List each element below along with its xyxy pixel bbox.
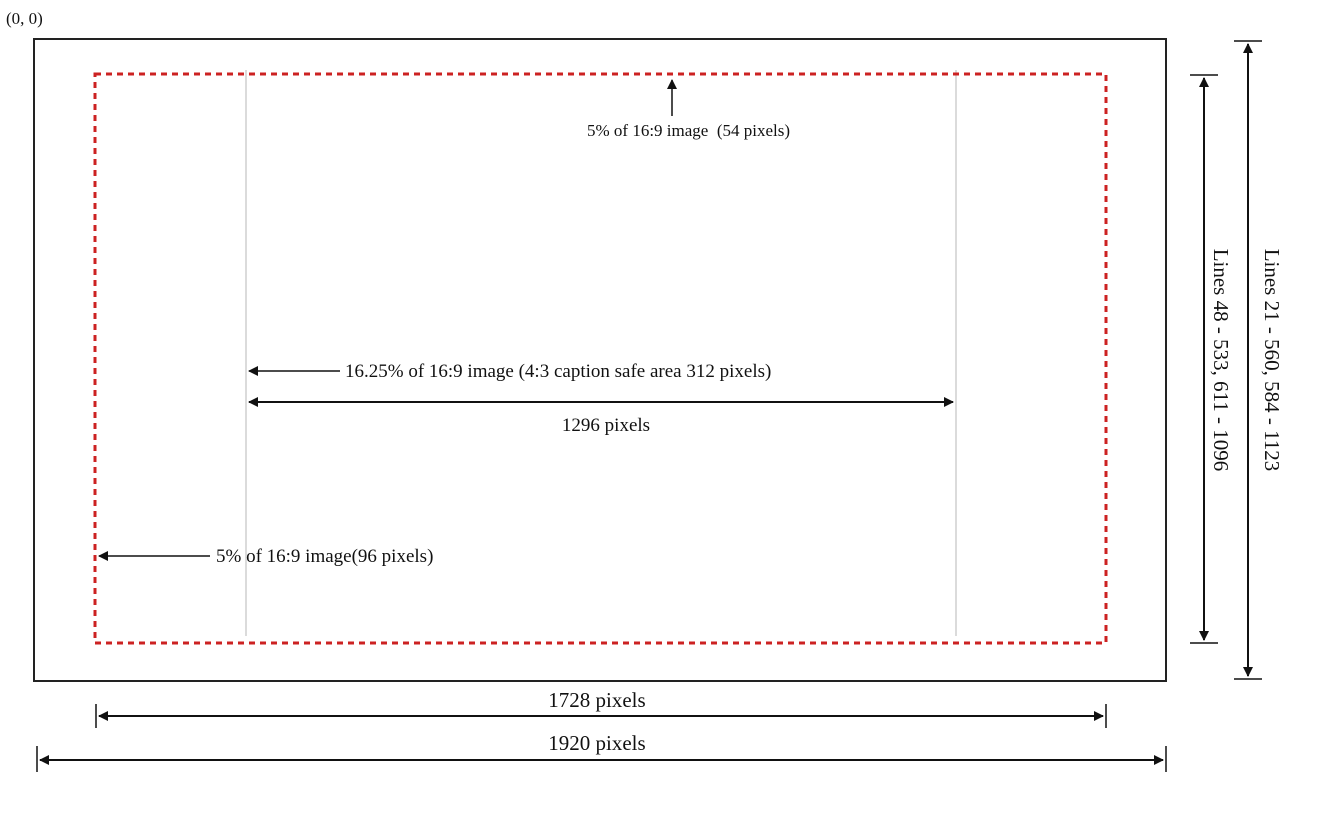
full-width-label: 1920 pixels <box>548 731 645 755</box>
safe-width-label: 1728 pixels <box>548 688 645 712</box>
safe-lines-label: Lines 48 - 533, 611 - 1096 <box>1209 249 1233 472</box>
origin-label: (0, 0) <box>6 9 43 28</box>
full-lines-label: Lines 21 - 560, 584 - 1123 <box>1260 249 1284 472</box>
safe-area-boundary <box>93 72 1108 645</box>
left-margin-label: 5% of 16:9 image(96 pixels) <box>216 546 433 567</box>
top-margin-label: 5% of 16:9 image (54 pixels) <box>587 121 790 140</box>
full-image-frame <box>33 38 1167 682</box>
caption-safe-label: 16.25% of 16:9 image (4:3 caption safe a… <box>345 361 771 382</box>
inner-width-label: 1296 pixels <box>562 415 650 436</box>
